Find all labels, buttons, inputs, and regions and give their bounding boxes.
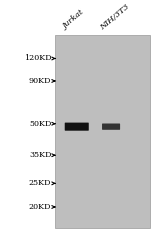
Bar <box>55 35 150 228</box>
Text: 25KD: 25KD <box>29 179 51 187</box>
Text: Jurkat: Jurkat <box>61 9 86 32</box>
Text: 90KD: 90KD <box>29 77 51 85</box>
Text: 120KD: 120KD <box>24 54 51 62</box>
FancyBboxPatch shape <box>102 124 120 130</box>
Text: 35KD: 35KD <box>29 151 51 159</box>
FancyBboxPatch shape <box>65 122 89 131</box>
Text: 50KD: 50KD <box>29 120 51 128</box>
Text: NIH/3T3: NIH/3T3 <box>98 2 131 32</box>
Text: 20KD: 20KD <box>29 203 51 211</box>
